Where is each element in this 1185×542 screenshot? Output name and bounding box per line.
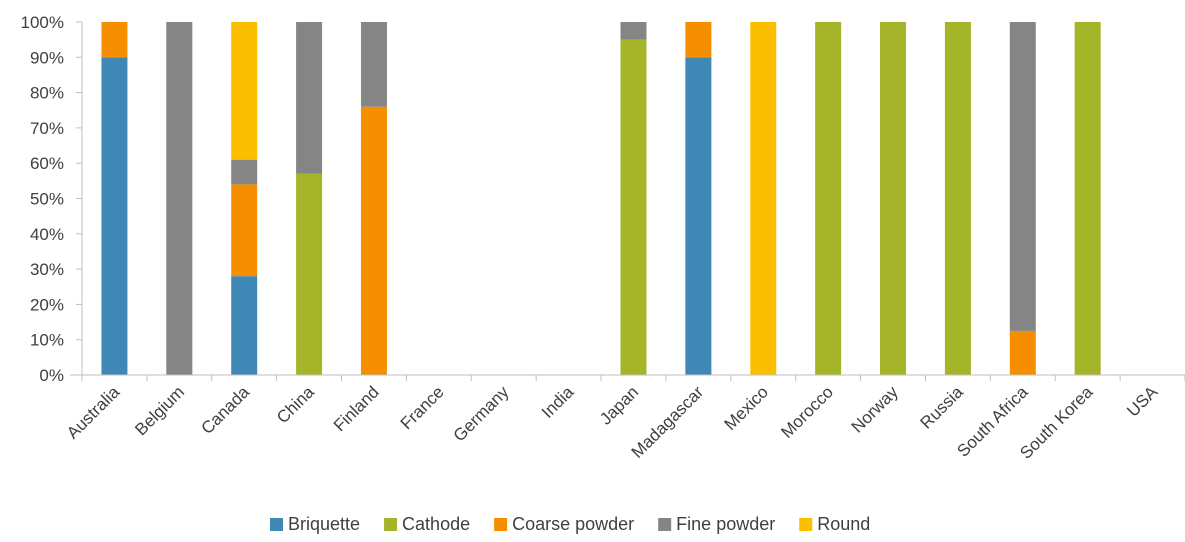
bar-segment-briquette: [685, 57, 712, 376]
category-label: USA: [1123, 382, 1162, 421]
bar-segment-fine-powder: [1009, 22, 1036, 331]
y-tick-label: 0%: [39, 366, 64, 385]
category-label: Russia: [917, 382, 968, 433]
bar-segment-round: [231, 22, 258, 160]
category-label: France: [397, 382, 448, 433]
category-label: Mexico: [721, 382, 773, 434]
axes: [70, 21, 1185, 381]
bar-segment-fine-powder: [296, 22, 323, 174]
y-tick-label: 40%: [30, 225, 64, 244]
category-label: Finland: [330, 382, 383, 435]
y-tick-label: 60%: [30, 154, 64, 173]
y-tick-label: 50%: [30, 190, 64, 209]
bar-segment-cathode: [944, 22, 971, 375]
category-label: Australia: [63, 382, 124, 443]
legend-swatch: [799, 518, 813, 531]
bar-segment-cathode: [620, 39, 647, 376]
y-tick-label: 70%: [30, 119, 64, 138]
bar-segment-cathode: [296, 173, 323, 375]
legend-swatch: [658, 518, 672, 531]
y-tick-label: 90%: [30, 48, 64, 67]
legend-label: Fine powder: [676, 514, 775, 534]
bar-segment-coarse-powder: [685, 22, 712, 58]
bar-segment-cathode: [1074, 22, 1101, 375]
legend-swatch: [270, 518, 283, 531]
category-label: China: [273, 382, 318, 427]
legend: Briquette Cathode Coarse powder Fine powder…: [270, 514, 870, 534]
y-tick-label: 10%: [30, 331, 64, 350]
bar-segment-coarse-powder: [1009, 330, 1036, 375]
category-label: Canada: [197, 382, 253, 438]
legend-swatch: [494, 518, 508, 531]
bar-segment-fine-powder: [620, 22, 647, 40]
bar-segment-cathode: [815, 22, 842, 375]
bar-segment-round: [750, 22, 777, 375]
category-label: India: [538, 382, 578, 422]
legend-label: Coarse powder: [512, 514, 634, 534]
legend-swatch: [384, 518, 398, 531]
bar-segment-fine-powder: [166, 22, 193, 375]
bar-segment-fine-powder: [231, 159, 258, 185]
legend-label: Round: [817, 514, 870, 534]
y-tick-label: 80%: [30, 84, 64, 103]
category-labels: Australia Belgium Canada China Finland France…: [63, 382, 1162, 463]
y-tick-label: 100%: [21, 13, 64, 32]
category-label: Norway: [848, 382, 903, 437]
bar-segment-coarse-powder: [101, 22, 128, 58]
bar-segment-cathode: [880, 22, 907, 375]
category-label: Belgium: [131, 382, 188, 439]
bar-segment-briquette: [231, 276, 258, 375]
legend-label: Briquette: [288, 514, 360, 534]
category-label: Morocco: [777, 382, 837, 442]
bar-segment-fine-powder: [360, 22, 387, 107]
legend-label: Cathode: [402, 514, 470, 534]
bar-segment-briquette: [101, 57, 128, 376]
y-axis-ticks: 0% 10% 20% 30% 40% 50% 60% 70% 80% 90% 100%: [21, 13, 64, 385]
bar-segment-coarse-powder: [231, 184, 258, 277]
category-label: Japan: [596, 382, 642, 428]
bars: [101, 22, 1101, 376]
y-tick-label: 20%: [30, 295, 64, 314]
bar-segment-coarse-powder: [360, 106, 387, 375]
y-tick-label: 30%: [30, 260, 64, 279]
category-label: Germany: [450, 382, 513, 445]
